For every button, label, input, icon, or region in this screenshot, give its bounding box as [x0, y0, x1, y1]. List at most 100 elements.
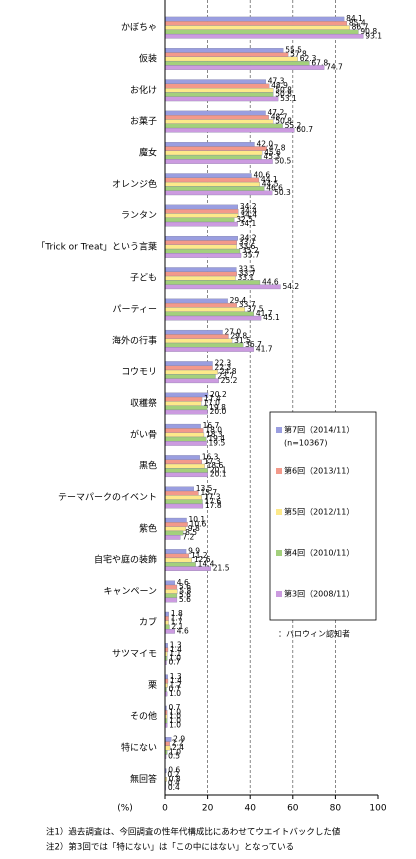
category-label: サツマイモ: [112, 649, 157, 660]
note: 注2）第3回では「特にない」は「この中にはない」となっている: [46, 842, 294, 853]
bar: [164, 181, 260, 187]
value-label: 31.5: [234, 336, 251, 345]
bar: [164, 522, 188, 527]
value-label: 18.3: [206, 430, 223, 439]
category-label: がい骨: [130, 428, 157, 440]
bar: [164, 392, 209, 398]
value-label: 1.4: [170, 645, 182, 654]
value-label: 17.6: [204, 497, 221, 506]
value-label: 1.3: [170, 640, 182, 649]
value-label: 1.0: [169, 712, 181, 721]
bar: [164, 334, 229, 339]
bar: [164, 369, 218, 375]
bar: [164, 589, 178, 594]
bar: [164, 253, 242, 258]
value-label: 5.6: [179, 595, 191, 604]
category-label: 紫色: [139, 522, 157, 534]
value-label: 1.0: [169, 716, 181, 725]
bar: [164, 142, 255, 147]
bar: [164, 235, 238, 241]
bar: [164, 177, 260, 183]
bar: [164, 221, 238, 227]
legend-label: 第5回（2012/11）: [284, 507, 354, 517]
bar: [164, 629, 175, 634]
value-label: 5.6: [179, 582, 191, 591]
bar: [164, 486, 194, 492]
value-label: 17.3: [204, 492, 221, 501]
bar: [164, 83, 270, 89]
bar: [164, 436, 207, 442]
value-label: 41.7: [256, 309, 273, 318]
value-label: 1.3: [170, 672, 182, 681]
value-label: 53.1: [280, 94, 297, 103]
value-label: 48.9: [271, 81, 288, 90]
value-label: 47.8: [269, 144, 286, 153]
value-label: 45.3: [263, 152, 280, 161]
value-label: 1.7: [171, 613, 183, 622]
value-label: 2.9: [173, 734, 185, 743]
value-label: 47.2: [268, 108, 285, 117]
bar: [164, 16, 345, 22]
bar: [164, 244, 237, 250]
value-label: 1.0: [169, 707, 181, 716]
value-label: 90.8: [360, 27, 377, 36]
value-label: 60.7: [296, 125, 313, 134]
value-label: 54.2: [282, 282, 299, 291]
bar: [164, 549, 187, 554]
bar: [164, 530, 184, 536]
value-label: 1.8: [171, 609, 183, 618]
value-label: 5.6: [179, 591, 191, 600]
bar: [164, 616, 169, 621]
value-label: 0.2: [167, 770, 179, 779]
bar: [164, 204, 238, 210]
value-label: 4.6: [177, 578, 189, 587]
value-label: 16.3: [202, 453, 219, 462]
value-label: 11.2: [191, 551, 208, 560]
bar: [164, 21, 348, 26]
bar: [164, 280, 261, 285]
value-label: 22.3: [214, 359, 231, 368]
value-label: 4.6: [177, 626, 189, 635]
bar: [164, 115, 269, 120]
category-label: コウモリ: [121, 367, 157, 378]
value-label: 47.3: [268, 77, 285, 86]
bar: [164, 566, 211, 571]
x-tick-label: 100: [369, 804, 386, 814]
value-label: 1.1: [169, 649, 181, 658]
bar: [164, 248, 241, 254]
value-label: 50.3: [274, 188, 291, 197]
value-label: 85.4: [349, 18, 366, 27]
category-label: 自宅や庭の装飾: [94, 554, 157, 566]
category-label: 黒色: [139, 460, 157, 472]
bar: [164, 535, 181, 540]
bar: [164, 96, 279, 102]
value-label: 20.0: [210, 407, 227, 416]
bar: [164, 378, 219, 384]
value-label: 19.5: [209, 438, 226, 447]
legend-swatch: [276, 509, 282, 515]
value-label: 34.2: [240, 202, 257, 211]
x-tick-label: 20: [202, 804, 214, 814]
value-label: 12.6: [194, 555, 211, 564]
value-label: 35.7: [243, 251, 260, 260]
value-label: 19.4: [208, 434, 225, 443]
value-label: 0.5: [168, 752, 180, 761]
value-label: 74.7: [326, 63, 343, 72]
bar: [164, 526, 187, 532]
bar: [164, 48, 284, 53]
legend-label: 第7回（2014/11）: [284, 425, 354, 435]
category-label: お菓子: [130, 115, 157, 127]
bar: [164, 110, 266, 116]
value-label: 0.7: [168, 703, 180, 712]
bar: [164, 338, 233, 344]
value-label: 50.8: [275, 85, 292, 94]
bar: [164, 468, 208, 473]
bar: [164, 173, 252, 178]
category-label: テーマパークのイベント: [58, 492, 157, 503]
value-label: 27.0: [225, 327, 242, 336]
category-label: オレンジ色: [112, 178, 157, 190]
bar: [164, 597, 178, 603]
value-label: 1.7: [171, 618, 183, 627]
bar: [164, 562, 196, 567]
bar: [164, 186, 265, 191]
